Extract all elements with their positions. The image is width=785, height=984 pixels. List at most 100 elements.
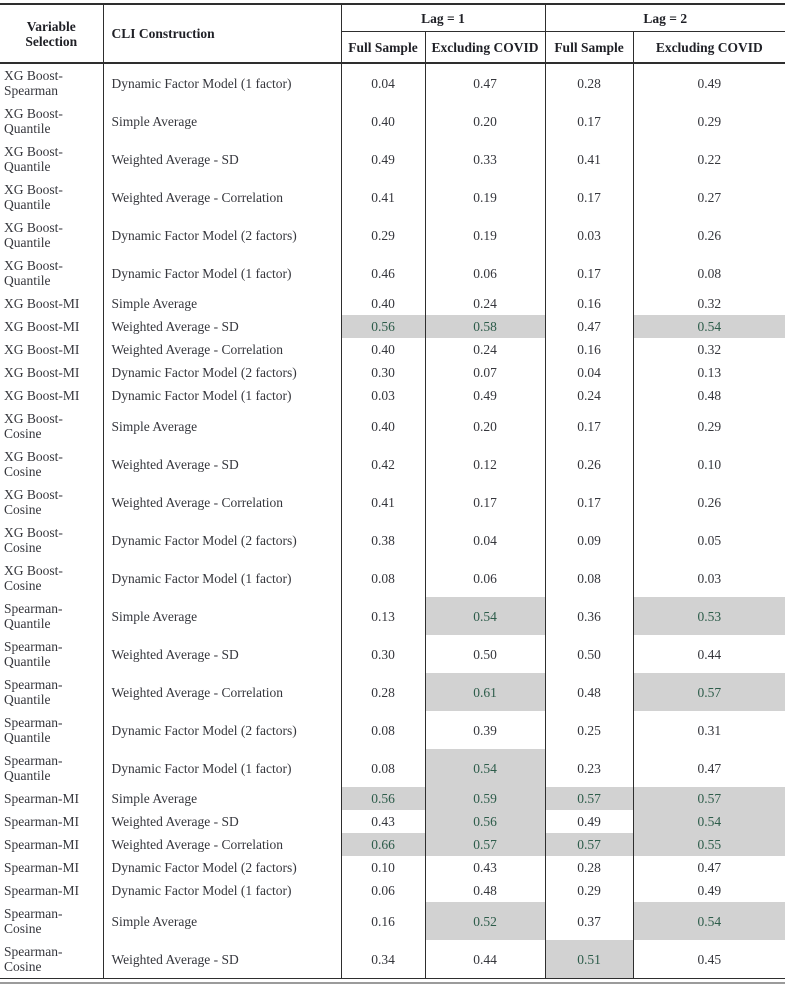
lag2-excluding-covid-value: 0.08: [632, 254, 785, 292]
table-row: XG Boost-MI Simple Average 0.40 0.24 0.1…: [0, 292, 785, 315]
lag2-excluding-covid-value: 0.29: [632, 407, 785, 445]
header-lag-1: Lag = 1: [340, 4, 546, 32]
cli-construction-cell: Dynamic Factor Model (2 factors): [102, 856, 341, 879]
lag1-full-sample-value: 0.13: [340, 597, 425, 635]
lag1-excluding-covid-value: 0.52: [424, 902, 546, 940]
cli-construction-cell: Simple Average: [102, 787, 341, 810]
lag1-excluding-covid-value: 0.17: [424, 483, 546, 521]
lag2-full-sample-value: 0.36: [544, 597, 634, 635]
lag1-excluding-covid-value: 0.54: [424, 749, 546, 787]
lag1-excluding-covid-value: 0.56: [424, 810, 546, 833]
lag2-excluding-covid-value: 0.05: [632, 521, 785, 559]
table-row: XG Boost-MI Dynamic Factor Model (1 fact…: [0, 384, 785, 407]
table-row: Spearman-Quantile Weighted Average - SD …: [0, 635, 785, 673]
table-row: Spearman-MI Dynamic Factor Model (2 fact…: [0, 856, 785, 879]
variable-selection-cell: XG Boost-MI: [4, 296, 80, 311]
header-lag1-excluding-covid: Excluding COVID: [424, 31, 546, 64]
lag1-excluding-covid-value: 0.33: [424, 140, 546, 178]
variable-selection-cell: Spearman-Quantile: [4, 601, 63, 631]
header-cli-construction: CLI Construction: [102, 4, 341, 64]
variable-selection-cell: XG Boost-Quantile: [4, 144, 63, 174]
cli-construction-cell: Weighted Average - Correlation: [102, 178, 341, 216]
cli-construction-cell: Simple Average: [102, 292, 341, 315]
cli-construction-cell: Weighted Average - Correlation: [102, 833, 341, 856]
lag1-full-sample-value: 0.08: [340, 749, 425, 787]
lag2-full-sample-value: 0.09: [544, 521, 634, 559]
lag1-excluding-covid-value: 0.57: [424, 833, 546, 856]
lag2-excluding-covid-value: 0.31: [632, 711, 785, 749]
lag1-excluding-covid-value: 0.20: [424, 407, 546, 445]
table-row: XG Boost-Quantile Simple Average 0.40 0.…: [0, 102, 785, 140]
lag1-excluding-covid-value: 0.44: [424, 940, 546, 979]
lag2-excluding-covid-value: 0.57: [632, 787, 785, 810]
cli-construction-cell: Simple Average: [102, 407, 341, 445]
header-lag2-full-sample: Full Sample: [544, 31, 634, 64]
cli-construction-cell: Weighted Average - Correlation: [102, 483, 341, 521]
lag1-full-sample-value: 0.40: [340, 338, 425, 361]
lag2-full-sample-value: 0.57: [544, 787, 634, 810]
cli-construction-cell: Weighted Average - Correlation: [102, 338, 341, 361]
cli-construction-cell: Dynamic Factor Model (2 factors): [102, 521, 341, 559]
lag2-excluding-covid-value: 0.22: [632, 140, 785, 178]
lag2-excluding-covid-value: 0.54: [632, 902, 785, 940]
lag1-full-sample-value: 0.08: [340, 711, 425, 749]
lag1-full-sample-value: 0.66: [340, 833, 425, 856]
table-row: XG Boost-MI Weighted Average - SD 0.56 0…: [0, 315, 785, 338]
lag2-full-sample-value: 0.29: [544, 879, 634, 902]
lag2-full-sample-value: 0.41: [544, 140, 634, 178]
lag2-excluding-covid-value: 0.32: [632, 292, 785, 315]
table-row: XG Boost-Cosine Weighted Average - Corre…: [0, 483, 785, 521]
lag2-full-sample-value: 0.25: [544, 711, 634, 749]
lag1-excluding-covid-value: 0.61: [424, 673, 546, 711]
lag1-full-sample-value: 0.10: [340, 856, 425, 879]
table-row: XG Boost-Cosine Dynamic Factor Model (2 …: [0, 521, 785, 559]
lag2-excluding-covid-value: 0.03: [632, 559, 785, 597]
table-header: Variable Selection CLI Construction Lag …: [0, 4, 785, 64]
lag2-full-sample-value: 0.37: [544, 902, 634, 940]
variable-selection-cell: XG Boost-MI: [4, 319, 80, 334]
table-row: Spearman-Quantile Weighted Average - Cor…: [0, 673, 785, 711]
cli-construction-cell: Weighted Average - SD: [102, 635, 341, 673]
table-row: XG Boost-MI Weighted Average - Correlati…: [0, 338, 785, 361]
lag2-excluding-covid-value: 0.32: [632, 338, 785, 361]
lag2-excluding-covid-value: 0.10: [632, 445, 785, 483]
lag2-full-sample-value: 0.50: [544, 635, 634, 673]
table-row: XG Boost-Quantile Weighted Average - Cor…: [0, 178, 785, 216]
table-row: Spearman-Quantile Simple Average 0.13 0.…: [0, 597, 785, 635]
lag2-excluding-covid-value: 0.57: [632, 673, 785, 711]
variable-selection-cell: XG Boost-Cosine: [4, 411, 63, 441]
table-row: Spearman-MI Dynamic Factor Model (1 fact…: [0, 879, 785, 902]
variable-selection-cell: XG Boost-Quantile: [4, 106, 63, 136]
variable-selection-cell: XG Boost-MI: [4, 365, 80, 380]
table-row: XG Boost-Cosine Simple Average 0.40 0.20…: [0, 407, 785, 445]
variable-selection-cell: Spearman-MI: [4, 791, 79, 806]
lag1-excluding-covid-value: 0.20: [424, 102, 546, 140]
cli-construction-cell: Weighted Average - SD: [102, 315, 341, 338]
lag1-full-sample-value: 0.38: [340, 521, 425, 559]
lag1-full-sample-value: 0.41: [340, 178, 425, 216]
variable-selection-cell: XG Boost-Quantile: [4, 258, 63, 288]
lag2-excluding-covid-value: 0.45: [632, 940, 785, 979]
lag2-excluding-covid-value: 0.49: [632, 63, 785, 102]
table-row: XG Boost-Quantile Dynamic Factor Model (…: [0, 254, 785, 292]
lag1-excluding-covid-value: 0.49: [424, 384, 546, 407]
variable-selection-cell: XG Boost-Quantile: [4, 182, 63, 212]
lag2-full-sample-value: 0.17: [544, 483, 634, 521]
variable-selection-cell: Spearman-Cosine: [4, 906, 63, 936]
lag2-excluding-covid-value: 0.48: [632, 384, 785, 407]
variable-selection-cell: XG Boost-MI: [4, 388, 80, 403]
cli-construction-cell: Dynamic Factor Model (2 factors): [102, 711, 341, 749]
lag2-excluding-covid-value: 0.54: [632, 810, 785, 833]
lag2-full-sample-value: 0.17: [544, 178, 634, 216]
cli-construction-cell: Weighted Average - SD: [102, 140, 341, 178]
results-table: Variable Selection CLI Construction Lag …: [0, 3, 785, 979]
header-lag-2: Lag = 2: [544, 4, 785, 32]
lag1-excluding-covid-value: 0.59: [424, 787, 546, 810]
lag2-full-sample-value: 0.03: [544, 216, 634, 254]
lag2-full-sample-value: 0.26: [544, 445, 634, 483]
lag2-excluding-covid-value: 0.26: [632, 216, 785, 254]
lag1-excluding-covid-value: 0.12: [424, 445, 546, 483]
lag1-full-sample-value: 0.40: [340, 102, 425, 140]
lag1-full-sample-value: 0.28: [340, 673, 425, 711]
